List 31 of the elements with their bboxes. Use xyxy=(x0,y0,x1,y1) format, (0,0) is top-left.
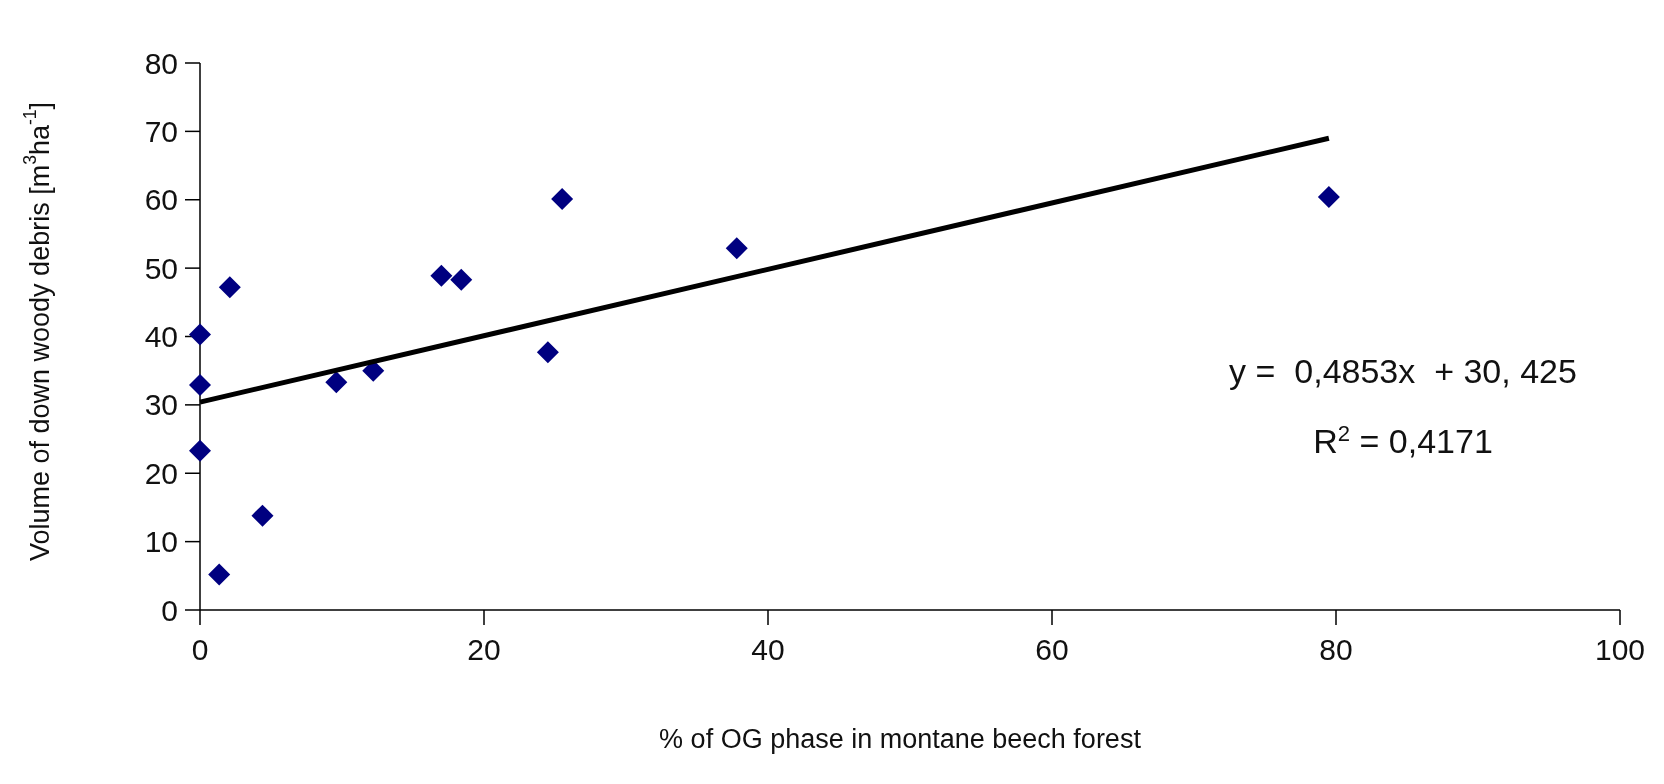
y-tick-label: 50 xyxy=(144,251,178,285)
point xyxy=(1317,186,1340,209)
annotation: y = 0,4853x + 30, 425 xyxy=(1229,352,1577,390)
x-tick-label: 20 xyxy=(467,633,501,666)
y-tick-label: 80 xyxy=(144,46,178,80)
point xyxy=(251,504,274,527)
point xyxy=(536,341,559,364)
point xyxy=(551,188,574,211)
x-axis-title: % of OG phase in montane beech forest xyxy=(659,724,1142,754)
y-tick-label: 70 xyxy=(144,114,178,148)
y-tick-label: 60 xyxy=(144,183,178,217)
y-tick-label: 10 xyxy=(144,525,178,559)
point xyxy=(218,276,241,299)
point xyxy=(430,264,453,287)
annotation: R$^{2}$ = 0,4171 xyxy=(1313,420,1493,460)
y-tick-label: 40 xyxy=(144,320,178,353)
y-tick-label: 30 xyxy=(144,388,178,422)
point xyxy=(189,323,211,346)
x-tick-label: 100 xyxy=(1594,633,1646,666)
point xyxy=(189,374,211,397)
point xyxy=(189,439,211,462)
point xyxy=(725,237,748,260)
y-tick-label: 20 xyxy=(144,456,178,490)
x-tick-label: 0 xyxy=(191,633,209,666)
y-tick-label: 0 xyxy=(161,593,178,627)
point xyxy=(450,268,473,291)
point xyxy=(325,371,348,394)
x-tick-label: 40 xyxy=(751,633,785,666)
point xyxy=(208,563,231,586)
x-tick-label: 60 xyxy=(1035,633,1069,666)
x-tick-label: 80 xyxy=(1319,633,1353,666)
